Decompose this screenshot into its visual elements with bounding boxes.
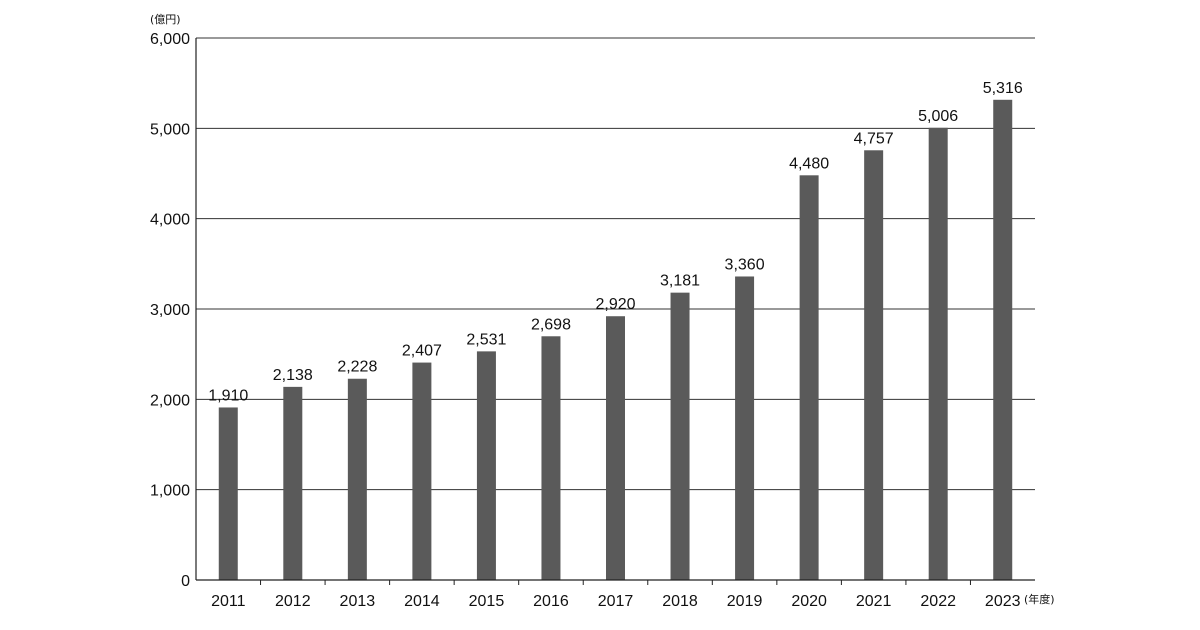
- x-tick-label: 2021: [856, 593, 892, 610]
- bars: [218, 99, 1013, 581]
- data-label: 2,407: [402, 343, 442, 360]
- x-tick-label: 2013: [340, 593, 376, 610]
- bar: [928, 127, 948, 581]
- data-label: 2,138: [273, 367, 313, 384]
- x-tick-label: 2012: [275, 593, 311, 610]
- x-axis-ticks: 2011 2012 2013 2014 2015 2016 2017 2018 2019 2020…: [211, 580, 1021, 610]
- y-tick-label: 3,000: [150, 302, 190, 319]
- bar: [283, 386, 303, 580]
- y-tick-label: 5,000: [150, 121, 190, 138]
- bar: [476, 351, 496, 580]
- y-axis-unit-label: (億円): [150, 13, 181, 26]
- bar: [412, 362, 432, 580]
- data-label: 4,757: [854, 130, 894, 147]
- x-tick-label: 2016: [533, 593, 569, 610]
- x-tick-label: 2011: [211, 593, 246, 610]
- x-tick-label: 2019: [727, 593, 763, 610]
- y-tick-label: 1,000: [150, 483, 190, 500]
- x-tick-label: 2022: [920, 593, 956, 610]
- gridlines: [196, 37, 1035, 491]
- data-label: 2,920: [595, 296, 635, 313]
- data-label: 2,698: [531, 316, 571, 333]
- y-axis-ticks: 0 1,000 2,000 3,000 4,000 5,000 6,000: [150, 31, 190, 590]
- data-label: 1,910: [208, 387, 248, 404]
- x-tick-label: 2015: [469, 593, 505, 610]
- bar: [670, 292, 690, 580]
- data-label: 5,316: [983, 80, 1023, 97]
- x-axis-unit-label: (年度): [1024, 592, 1055, 606]
- y-tick-label: 4,000: [150, 212, 190, 229]
- x-tick-label: 2023: [985, 593, 1021, 610]
- bar: [347, 378, 367, 580]
- x-tick-label: 2018: [662, 593, 698, 610]
- data-label: 3,181: [660, 273, 700, 290]
- bar: [735, 276, 755, 580]
- bar: [541, 336, 561, 580]
- bar: [218, 407, 238, 580]
- data-label: 2,228: [337, 359, 377, 376]
- bar: [606, 316, 625, 580]
- data-label: 5,006: [918, 108, 958, 125]
- y-tick-label: 2,000: [150, 392, 190, 409]
- x-tick-label: 2017: [598, 593, 634, 610]
- bar: [799, 175, 819, 580]
- x-tick-label: 2020: [791, 593, 827, 610]
- x-tick-label: 2014: [404, 593, 440, 610]
- data-labels: 1,910 2,138 2,228 2,407 2,531 2,698 2,920 3,181…: [208, 80, 1023, 405]
- data-label: 3,360: [725, 256, 765, 273]
- y-tick-label: 0: [181, 573, 190, 590]
- data-label: 2,531: [466, 331, 506, 348]
- bar: [864, 150, 884, 580]
- y-tick-label: 6,000: [150, 31, 190, 48]
- bar: [993, 99, 1013, 581]
- data-label: 4,480: [789, 155, 829, 172]
